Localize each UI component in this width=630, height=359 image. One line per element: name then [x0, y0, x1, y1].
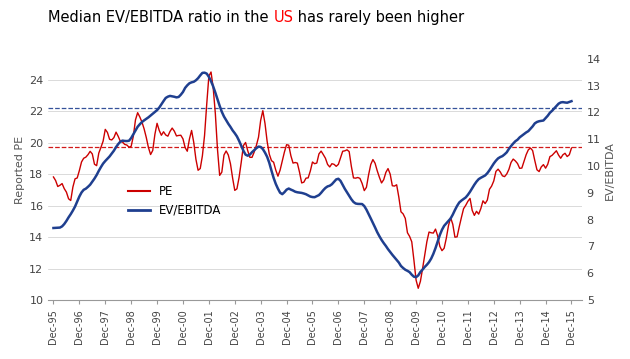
Y-axis label: Reported PE: Reported PE — [15, 136, 25, 204]
Text: Median EV/EBITDA ratio in the: Median EV/EBITDA ratio in the — [49, 10, 273, 24]
Text: has rarely been higher: has rarely been higher — [294, 10, 464, 24]
Text: US: US — [273, 10, 294, 24]
Legend: PE, EV/EBITDA: PE, EV/EBITDA — [123, 180, 226, 222]
Y-axis label: EV/EBITDA: EV/EBITDA — [605, 141, 615, 200]
